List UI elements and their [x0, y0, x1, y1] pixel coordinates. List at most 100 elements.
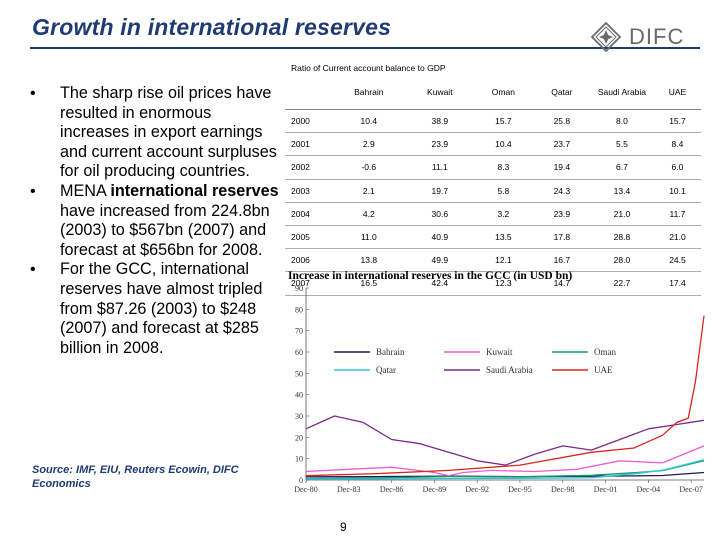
- logo-text: DIFC: [629, 24, 685, 49]
- table-cell: 8.0: [589, 109, 654, 134]
- bullet-item: • The sharp rise oil prices have resulted…: [28, 84, 283, 182]
- legend-label: UAE: [594, 365, 613, 375]
- legend-label: Oman: [594, 347, 616, 357]
- reserves-chart-svg: Increase in international reserves in th…: [288, 270, 705, 494]
- table-year-cell: 2004: [285, 202, 331, 226]
- table-cell: 4.2: [331, 202, 407, 226]
- table-cell: 11.1: [406, 155, 474, 180]
- table-cell: 8.3: [473, 155, 534, 180]
- y-tick-label: 70: [295, 327, 303, 336]
- x-tick-label: Dec-04: [637, 485, 661, 494]
- table-row: 2007 16.5 42.4 12.3 14.7 22.7 17.4: [285, 271, 701, 296]
- table-year-cell: 2000: [285, 109, 331, 134]
- y-tick-label: 60: [295, 348, 303, 357]
- table-cell: 23.9: [533, 202, 590, 226]
- table-cell: 10.4: [473, 132, 534, 157]
- legend-label: Qatar: [376, 365, 396, 375]
- table-cell: 28.8: [589, 225, 654, 250]
- bullet-text: For the GCC, international reserves have…: [60, 260, 263, 357]
- x-tick-label: Dec-83: [337, 485, 361, 494]
- page-title: Growth in international reserves: [32, 14, 392, 40]
- table-cell: 23.7: [533, 132, 590, 157]
- x-tick-label: Dec-95: [508, 485, 532, 494]
- table-row: 2004 4.2 30.6 3.2 23.9 21.0 11.7: [285, 202, 701, 226]
- table-cell: 21.0: [653, 225, 701, 250]
- table-body: 2000 10.4 38.9 15.7 25.8 8.0 15.7 2001 2.9 23.9 10…: [285, 109, 701, 296]
- x-tick-label: Dec-98: [551, 485, 575, 494]
- table-year-cell: 2006: [285, 248, 331, 273]
- bullet-text: The sharp rise oil prices have resulted …: [60, 84, 277, 181]
- table-cell: 24.5: [653, 248, 701, 273]
- table-cell: 42.4: [406, 271, 474, 296]
- table-cell: 21.0: [589, 202, 654, 226]
- y-tick-label: 10: [295, 455, 303, 464]
- table-cell: 3.2: [473, 202, 534, 226]
- table-cell: 16.5: [331, 271, 407, 296]
- chart-axes: 0 10 20 30 40 50 60 70 80 90 Dec-80 Dec-83 Dec-86 Dec…: [294, 284, 704, 494]
- table-cell: 12.3: [473, 271, 534, 296]
- series-line-kuwait: [305, 445, 705, 477]
- table-cell: 17.8: [533, 225, 590, 250]
- table-row: 2005 11.0 40.9 13.5 17.8 28.8 21.0: [285, 225, 701, 250]
- table-cell: 5.5: [589, 132, 654, 157]
- page-number: 9: [340, 520, 347, 534]
- bullet-list: • The sharp rise oil prices have resulted…: [28, 84, 283, 358]
- series-line-saudi-arabia: [305, 415, 705, 466]
- table-cell: 6.0: [653, 155, 701, 180]
- table-cell: 25.8: [533, 109, 590, 134]
- bullet-text: MENA: [60, 181, 111, 200]
- bullet-item: • MENA international reserves have increa…: [28, 182, 283, 260]
- table-header-cell: Kuwait: [406, 74, 474, 110]
- table-cell: 22.7: [589, 271, 654, 296]
- table-cell: 19.4: [533, 155, 590, 180]
- table-cell: 24.3: [533, 179, 590, 203]
- bullet-text: have increased from 224.8bn (2003) to $5…: [60, 201, 270, 259]
- table-cell: 12.1: [473, 248, 534, 273]
- difc-logo: DIFC: [591, 20, 703, 54]
- table-cell: 10.4: [331, 109, 407, 134]
- table-cell: 13.8: [331, 248, 407, 273]
- x-tick-label: Dec-80: [294, 485, 318, 494]
- table-year-cell: 2003: [285, 179, 331, 203]
- table-cell: 16.7: [533, 248, 590, 273]
- title-divider: [30, 47, 700, 49]
- table-row: 2006 13.8 49.9 12.1 16.7 28.0 24.5: [285, 248, 701, 273]
- difc-emblem-icon: [591, 22, 621, 52]
- table-cell: 13.5: [473, 225, 534, 250]
- x-tick-label: Dec-86: [380, 485, 404, 494]
- table-cell: 11.7: [653, 202, 701, 226]
- table-cell: 30.6: [406, 202, 474, 226]
- table-cell: 28.0: [589, 248, 654, 273]
- y-tick-label: 0: [299, 476, 303, 485]
- legend-label: Kuwait: [486, 347, 513, 357]
- y-tick-label: 50: [295, 369, 303, 378]
- table-cell: 11.0: [331, 225, 407, 250]
- ratio-table-wrapper: Bahrain Kuwait Oman Qatar Saudi Arabia UAE 20…: [285, 74, 701, 296]
- table-cell: 15.7: [473, 109, 534, 134]
- table-header-cell: Saudi Arabia: [589, 74, 654, 110]
- chart-legend: Bahrain Kuwait Oman Qatar Saudi Arabia UAE: [334, 347, 616, 375]
- table-year-cell: 2005: [285, 225, 331, 250]
- y-tick-label: 20: [295, 433, 303, 442]
- table-row: 2001 2.9 23.9 10.4 23.7 5.5 8.4: [285, 132, 701, 157]
- y-tick-label: 40: [295, 391, 303, 400]
- table-cell: 23.9: [406, 132, 474, 157]
- table-year-cell: 2007: [285, 271, 331, 296]
- table-header-cell: Qatar: [533, 74, 590, 110]
- table-year-cell: 2001: [285, 132, 331, 157]
- x-tick-label: Dec-92: [465, 485, 489, 494]
- x-tick-label: Dec-89: [423, 485, 447, 494]
- table-cell: 49.9: [406, 248, 474, 273]
- table-header-cell: [285, 74, 331, 110]
- y-tick-label: 80: [295, 305, 303, 314]
- y-tick-label: 90: [295, 284, 303, 293]
- table-cell: 2.1: [331, 179, 407, 203]
- table-cell: 40.9: [406, 225, 474, 250]
- bullet-text: international reserves: [110, 181, 279, 200]
- table-header-row: Bahrain Kuwait Oman Qatar Saudi Arabia UAE: [285, 74, 701, 110]
- legend-label: Saudi Arabia: [486, 365, 533, 375]
- y-tick-label: 30: [295, 412, 303, 421]
- bullet-marker: •: [30, 85, 36, 102]
- series-line-uae: [305, 315, 705, 477]
- table-cell: 38.9: [406, 109, 474, 134]
